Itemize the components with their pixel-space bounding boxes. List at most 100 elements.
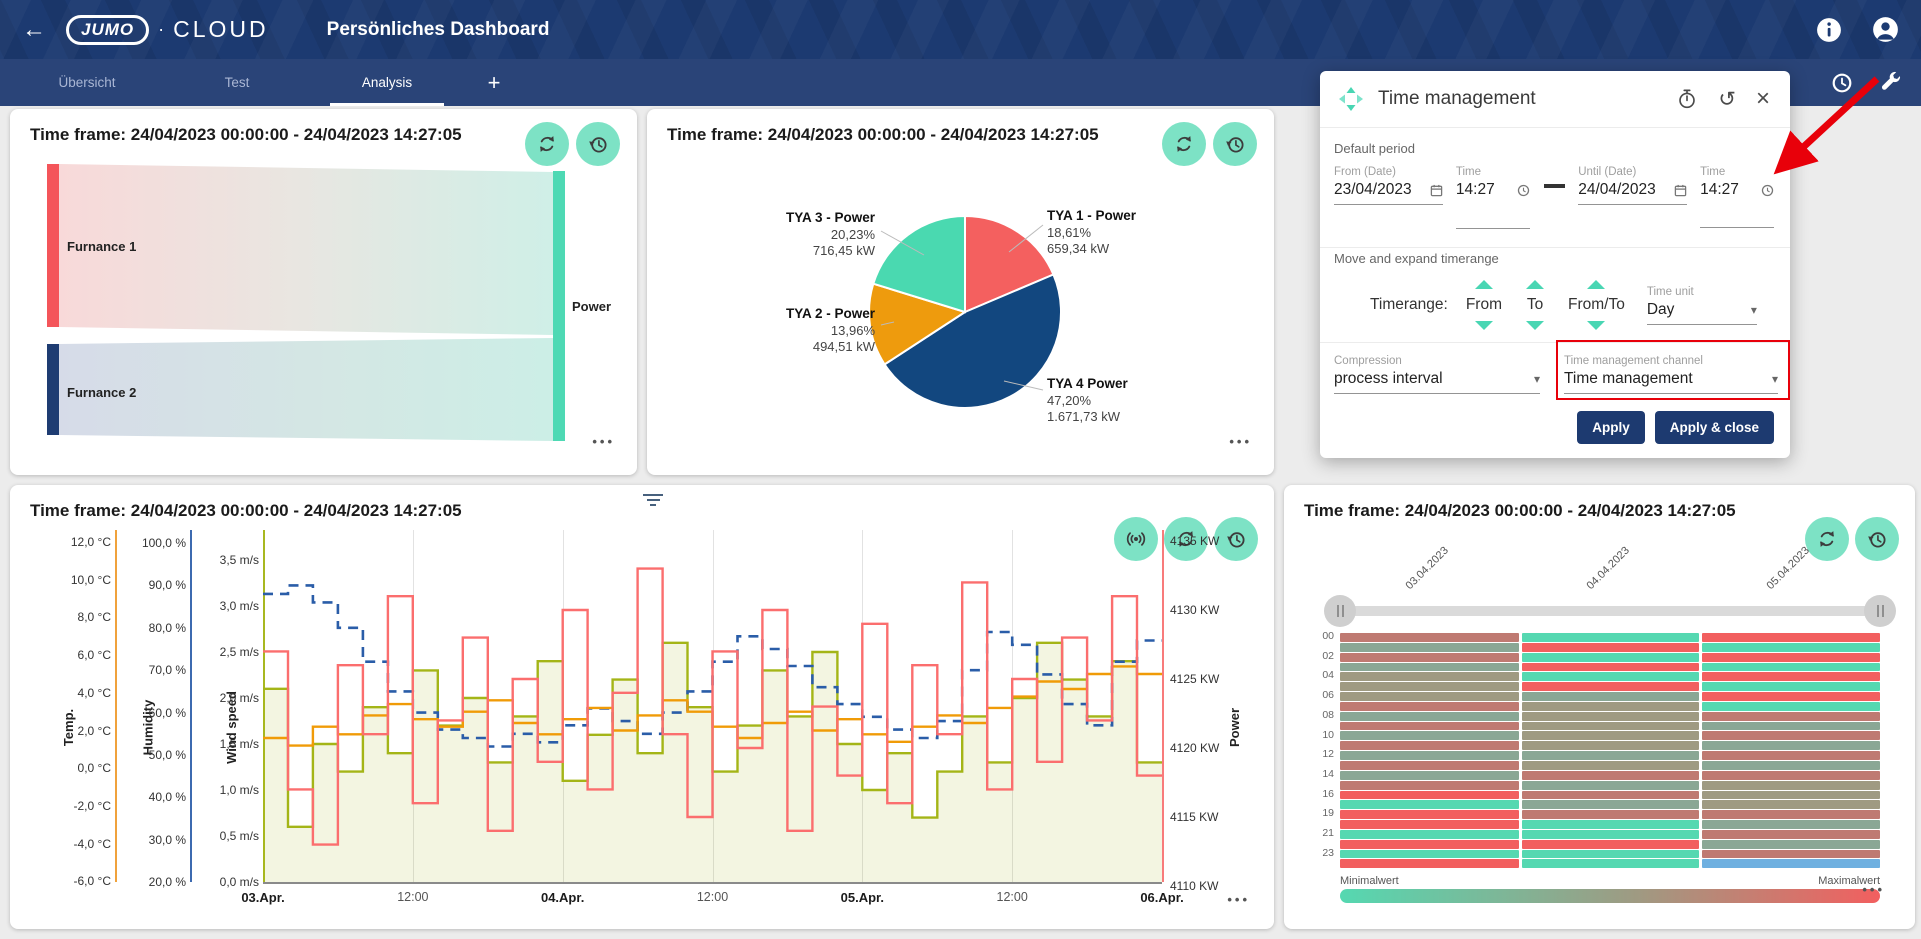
heatmap-cell[interactable] bbox=[1702, 672, 1880, 682]
heatmap-cell[interactable] bbox=[1702, 859, 1880, 869]
heatmap-cell[interactable] bbox=[1702, 760, 1880, 770]
heatmap-cell[interactable] bbox=[1340, 829, 1519, 839]
heatmap-cell[interactable] bbox=[1702, 741, 1880, 751]
line-refresh-button[interactable] bbox=[1164, 517, 1208, 561]
channel-value[interactable]: Time management bbox=[1564, 370, 1693, 387]
heatmap-cell[interactable] bbox=[1340, 633, 1519, 642]
heatmap-cell[interactable] bbox=[1702, 751, 1880, 760]
pie-history-button[interactable] bbox=[1213, 122, 1257, 166]
heatmap-cell[interactable] bbox=[1340, 731, 1519, 741]
heatmap-history-button[interactable] bbox=[1855, 517, 1899, 561]
heatmap-cell[interactable] bbox=[1340, 839, 1519, 849]
heatmap-cell[interactable] bbox=[1702, 800, 1880, 810]
from-date-value[interactable]: 23/04/2023 bbox=[1334, 181, 1412, 198]
close-button[interactable]: × bbox=[1755, 85, 1770, 112]
heatmap-cell[interactable] bbox=[1702, 820, 1880, 829]
line-history-button[interactable] bbox=[1214, 517, 1258, 561]
heatmap-cell[interactable] bbox=[1340, 790, 1519, 800]
heatmap-cell[interactable] bbox=[1522, 692, 1699, 701]
heatmap-cell[interactable] bbox=[1702, 642, 1880, 652]
slider-handle-left[interactable] bbox=[1324, 595, 1356, 627]
heatmap-cell[interactable] bbox=[1702, 701, 1880, 711]
heatmap-cell[interactable] bbox=[1522, 642, 1699, 652]
until-date-value[interactable]: 24/04/2023 bbox=[1578, 181, 1656, 198]
heatmap-cell[interactable] bbox=[1340, 859, 1519, 869]
heatmap-cell[interactable] bbox=[1522, 760, 1699, 770]
heatmap-cell[interactable] bbox=[1340, 721, 1519, 731]
timerange-to-up-button[interactable] bbox=[1526, 280, 1544, 289]
calendar-icon[interactable] bbox=[1430, 184, 1443, 197]
line-live-button[interactable] bbox=[1114, 517, 1158, 561]
heatmap-cell[interactable] bbox=[1702, 849, 1880, 859]
heatmap-cell[interactable] bbox=[1340, 820, 1519, 829]
heatmap-cell[interactable] bbox=[1522, 682, 1699, 692]
heatmap-cell[interactable] bbox=[1702, 780, 1880, 790]
drag-handle-icon[interactable] bbox=[642, 491, 664, 509]
heatmap-cell[interactable] bbox=[1702, 682, 1880, 692]
timerange-from-to-down-button[interactable] bbox=[1587, 321, 1606, 330]
tab-analysis[interactable]: Analysis bbox=[312, 59, 462, 106]
timerange-from-to-up-button[interactable] bbox=[1587, 280, 1606, 289]
heatmap-cell[interactable] bbox=[1522, 751, 1699, 760]
back-icon[interactable]: ← bbox=[22, 15, 46, 43]
heatmap-cell[interactable] bbox=[1702, 731, 1880, 741]
compression-value[interactable]: process interval bbox=[1334, 370, 1443, 387]
until-time-field[interactable]: Time 14:27 bbox=[1700, 166, 1775, 228]
heatmap-cell[interactable] bbox=[1340, 780, 1519, 790]
calendar-icon[interactable] bbox=[1674, 184, 1687, 197]
timerange-from-down-button[interactable] bbox=[1474, 321, 1493, 330]
tab-test[interactable]: Test bbox=[224, 75, 250, 90]
heatmap-cell[interactable] bbox=[1702, 829, 1880, 839]
until-time-value[interactable]: 14:27 bbox=[1700, 181, 1739, 198]
heatmap-cell[interactable] bbox=[1522, 721, 1699, 731]
time-management-channel-field[interactable]: Time management channel Time management … bbox=[1564, 355, 1778, 394]
heatmap-cell[interactable] bbox=[1702, 652, 1880, 662]
heatmap-cell[interactable] bbox=[1522, 731, 1699, 741]
heatmap-cell[interactable] bbox=[1522, 859, 1699, 869]
heatmap-cell[interactable] bbox=[1522, 672, 1699, 682]
heatmap-cell[interactable] bbox=[1702, 839, 1880, 849]
from-date-field[interactable]: From (Date) 23/04/2023 bbox=[1334, 166, 1443, 205]
compression-field[interactable]: Compression process interval ▾ bbox=[1334, 355, 1541, 394]
heatmap-cell[interactable] bbox=[1340, 672, 1519, 682]
heatmap-cell[interactable] bbox=[1340, 760, 1519, 770]
heatmap-cell[interactable] bbox=[1522, 800, 1699, 810]
timerange-from-up-button[interactable] bbox=[1474, 280, 1493, 289]
heatmap-cell[interactable] bbox=[1702, 810, 1880, 820]
time-unit-field[interactable]: Time unit Day ▾ bbox=[1646, 286, 1757, 325]
undo-button[interactable]: ↺ bbox=[1718, 87, 1736, 111]
heatmap-cell[interactable] bbox=[1702, 711, 1880, 721]
heatmap-cell[interactable] bbox=[1702, 721, 1880, 731]
heatmap-cell[interactable] bbox=[1340, 770, 1519, 780]
heatmap-cell[interactable] bbox=[1702, 790, 1880, 800]
wrench-icon[interactable] bbox=[1878, 70, 1903, 95]
heatmap-cell[interactable] bbox=[1340, 642, 1519, 652]
heatmap-cell[interactable] bbox=[1340, 810, 1519, 820]
chevron-down-icon[interactable]: ▾ bbox=[1750, 302, 1757, 317]
clock-icon[interactable] bbox=[1830, 71, 1854, 95]
heatmap-cell[interactable] bbox=[1340, 692, 1519, 701]
heatmap-refresh-button[interactable] bbox=[1805, 517, 1849, 561]
add-tab-button[interactable]: + bbox=[487, 69, 501, 95]
more-options-button[interactable]: ••• bbox=[1227, 892, 1250, 907]
time-unit-value[interactable]: Day bbox=[1646, 300, 1675, 318]
heatmap-cell[interactable] bbox=[1522, 701, 1699, 711]
heatmap-cell[interactable] bbox=[1340, 741, 1519, 751]
heatmap-range-slider[interactable] bbox=[1324, 595, 1896, 627]
heatmap-cell[interactable] bbox=[1522, 711, 1699, 721]
stopwatch-icon[interactable] bbox=[1676, 88, 1698, 110]
chevron-down-icon[interactable]: ▾ bbox=[1771, 372, 1778, 386]
heatmap-cell[interactable] bbox=[1340, 849, 1519, 859]
heatmap-cell[interactable] bbox=[1522, 849, 1699, 859]
heatmap-cell[interactable] bbox=[1340, 711, 1519, 721]
account-icon[interactable] bbox=[1872, 16, 1899, 43]
heatmap-cell[interactable] bbox=[1340, 682, 1519, 692]
heatmap-cell[interactable] bbox=[1702, 662, 1880, 672]
chevron-down-icon[interactable]: ▾ bbox=[1534, 372, 1541, 386]
heatmap-cell[interactable] bbox=[1522, 770, 1699, 780]
heatmap-cell[interactable] bbox=[1340, 751, 1519, 760]
heatmap-cell[interactable] bbox=[1522, 741, 1699, 751]
heatmap-cell[interactable] bbox=[1522, 820, 1699, 829]
more-options-button[interactable]: ••• bbox=[592, 434, 615, 449]
heatmap-cell[interactable] bbox=[1522, 652, 1699, 662]
